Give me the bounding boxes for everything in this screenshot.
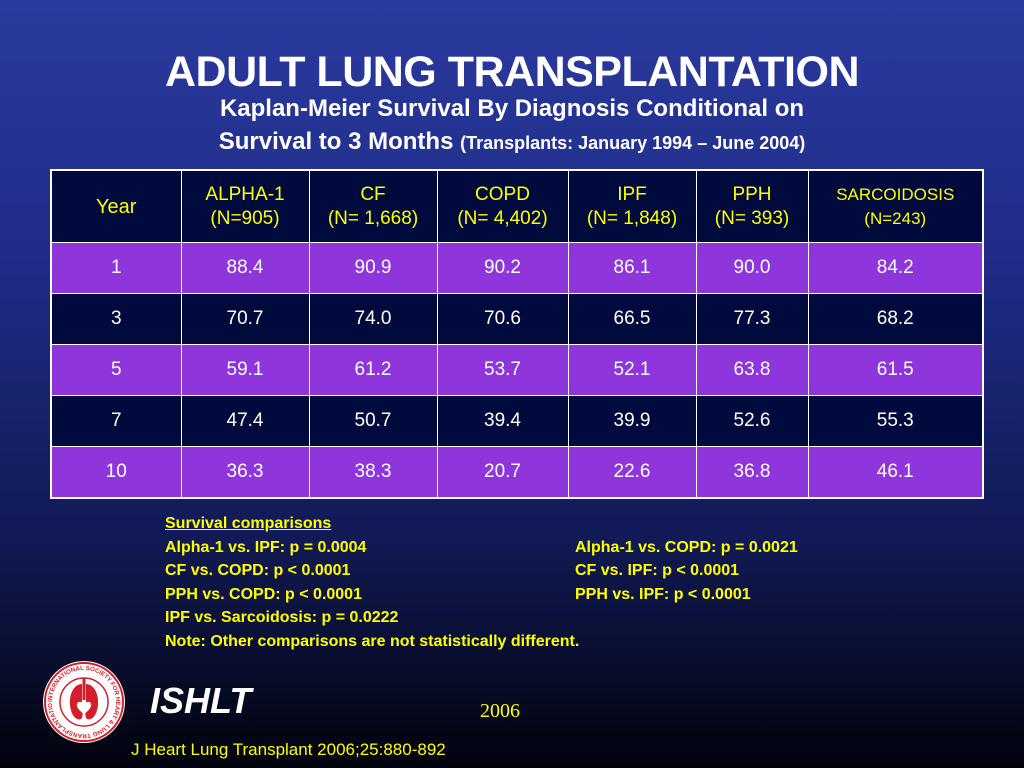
header-pph: PPH (N= 393) [695, 169, 809, 243]
cell-value: 61.5 [807, 344, 984, 396]
cell-value: 86.1 [567, 242, 697, 294]
comparison-row: Alpha-1 vs. IPF: p = 0.0004 Alpha-1 vs. … [165, 536, 925, 560]
cell-value: 63.8 [695, 344, 809, 396]
table-row: 5 59.1 61.2 53.7 52.1 63.8 61.5 [50, 344, 984, 396]
header-cf: CF (N= 1,668) [308, 169, 438, 243]
citation: J Heart Lung Transplant 2006;25:880-892 [131, 740, 446, 759]
survival-comparisons: Survival comparisons Alpha-1 vs. IPF: p … [165, 512, 925, 653]
cell-value: 77.3 [695, 293, 809, 345]
cell-value: 59.1 [180, 344, 310, 396]
cell-value: 47.4 [180, 395, 310, 447]
cell-value: 90.9 [308, 242, 438, 294]
slide-title: ADULT LUNG TRANSPLANTATION [164, 48, 860, 96]
cell-year: 1 [50, 242, 182, 294]
comparison-right: PPH vs. IPF: p < 0.0001 [575, 585, 751, 603]
header-label: IPF [617, 183, 647, 205]
cell-value: 39.4 [436, 395, 569, 447]
cell-value: 55.3 [807, 395, 984, 447]
header-alpha1: ALPHA-1 (N=905) [180, 169, 310, 243]
header-label: COPD [475, 183, 530, 205]
survival-table: Year ALPHA-1 (N=905) CF (N= 1,668) COPD … [50, 169, 984, 499]
cell-value: 39.9 [567, 395, 697, 447]
header-sarcoidosis: SARCOIDOSIS (N=243) [807, 169, 984, 243]
cell-value: 88.4 [180, 242, 310, 294]
cell-year: 3 [50, 293, 182, 345]
table-header-row: Year ALPHA-1 (N=905) CF (N= 1,668) COPD … [50, 169, 984, 243]
cell-value: 36.8 [695, 446, 809, 499]
header-n: (N= 1,668) [327, 207, 419, 229]
header-n: (N= 1,848) [586, 207, 678, 229]
cell-value: 70.6 [436, 293, 569, 345]
cell-value: 70.7 [180, 293, 310, 345]
cell-value: 84.2 [807, 242, 984, 294]
comparison-right: Alpha-1 vs. COPD: p = 0.0021 [575, 538, 798, 556]
cell-value: 53.7 [436, 344, 569, 396]
comparison-row: PPH vs. COPD: p < 0.0001 PPH vs. IPF: p … [165, 583, 925, 607]
header-copd: COPD (N= 4,402) [436, 169, 569, 243]
subtitle-main: Survival to 3 Months [218, 128, 454, 155]
cell-value: 46.1 [807, 446, 984, 499]
header-label: Year [96, 195, 137, 218]
table-row: 3 70.7 74.0 70.6 66.5 77.3 68.2 [50, 293, 984, 345]
header-label: PPH [732, 183, 772, 205]
ishlt-seal-icon: INTERNATIONAL SOCIETY FOR HEART & LUNG T… [40, 655, 126, 744]
ishlt-brand: ISHLT [150, 680, 252, 721]
header-n: (N= 393) [714, 207, 790, 229]
comparisons-note: Note: Other comparisons are not statisti… [165, 632, 580, 650]
comparison-left: Alpha-1 vs. IPF: p = 0.0004 [165, 538, 367, 556]
cell-value: 36.3 [180, 446, 310, 499]
cell-value: 38.3 [308, 446, 438, 499]
comparison-right: CF vs. IPF: p < 0.0001 [575, 562, 740, 579]
header-n: (N=243) [864, 208, 927, 228]
cell-year: 5 [50, 344, 182, 396]
comparisons-heading: Survival comparisons [165, 515, 332, 532]
table-row: 10 36.3 38.3 20.7 22.6 36.8 46.1 [50, 446, 984, 499]
header-year: Year [50, 169, 182, 243]
cell-value: 61.2 [308, 344, 438, 396]
table-row: 7 47.4 50.7 39.4 39.9 52.6 55.3 [50, 395, 984, 447]
header-ipf: IPF (N= 1,848) [567, 169, 697, 243]
cell-year: 10 [50, 446, 182, 499]
registry-year: 2006 [480, 700, 520, 722]
header-n: (N=905) [210, 207, 280, 229]
subtitle-line-2: Survival to 3 Months (Transplants: Janua… [0, 127, 1024, 158]
cell-value: 50.7 [308, 395, 438, 447]
comparison-left: CF vs. COPD: p < 0.0001 [165, 562, 351, 579]
cell-value: 66.5 [567, 293, 697, 345]
comparison-left: IPF vs. Sarcoidosis: p = 0.0222 [165, 609, 399, 626]
cell-value: 74.0 [308, 293, 438, 345]
header-n: (N= 4,402) [457, 207, 548, 229]
cell-value: 90.0 [695, 242, 809, 294]
cell-value: 90.2 [436, 242, 569, 294]
cell-year: 7 [50, 395, 182, 447]
comparison-right [575, 606, 925, 630]
cell-value: 20.7 [436, 446, 569, 499]
table-row: 1 88.4 90.9 90.2 86.1 90.0 84.2 [50, 242, 984, 294]
cell-value: 22.6 [567, 446, 697, 499]
header-label: ALPHA-1 [205, 183, 285, 205]
comparison-left: PPH vs. COPD: p < 0.0001 [165, 585, 362, 603]
comparison-row: IPF vs. Sarcoidosis: p = 0.0222 [165, 606, 925, 630]
cell-value: 68.2 [807, 293, 984, 345]
comparison-row: CF vs. COPD: p < 0.0001 CF vs. IPF: p < … [165, 559, 925, 583]
header-label: CF [360, 183, 386, 205]
cell-value: 52.1 [567, 344, 697, 396]
subtitle-line-1: Kaplan-Meier Survival By Diagnosis Condi… [219, 95, 805, 122]
subtitle-date-range: (Transplants: January 1994 – June 2004) [460, 133, 806, 153]
cell-value: 52.6 [695, 395, 809, 447]
header-label: SARCOIDOSIS [836, 184, 955, 204]
